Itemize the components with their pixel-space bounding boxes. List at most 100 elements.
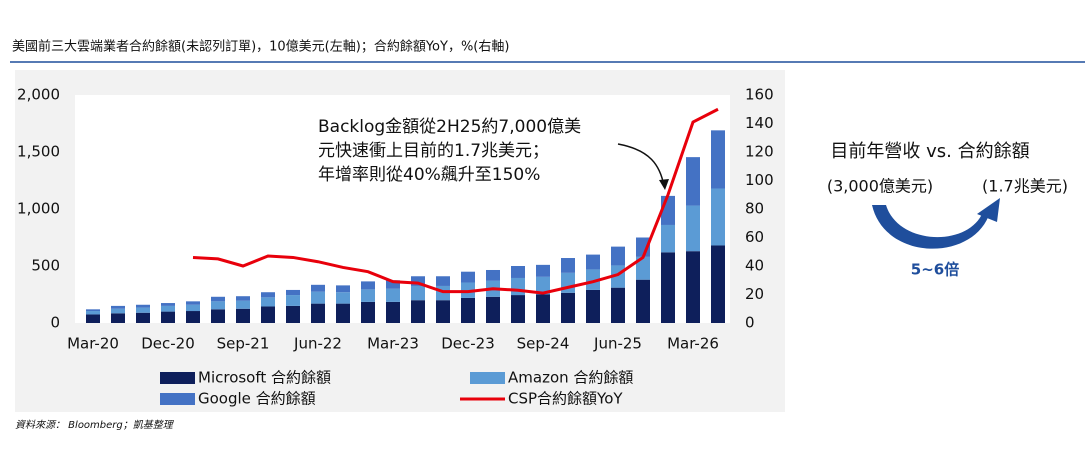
bar-segment bbox=[336, 292, 350, 304]
x-tick-label: Mar-23 bbox=[367, 335, 419, 353]
bar-segment bbox=[186, 304, 200, 312]
bar-segment bbox=[611, 246, 625, 266]
y2-tick-label: 40 bbox=[745, 257, 764, 275]
bar-segment bbox=[86, 314, 100, 323]
bar-segment bbox=[211, 309, 225, 323]
y2-tick-label: 160 bbox=[745, 86, 774, 104]
bar-segment bbox=[136, 307, 150, 313]
bar-segment bbox=[636, 279, 650, 323]
side-heading: 目前年營收 vs. 合約餘額 bbox=[830, 141, 1029, 162]
x-tick-label: Dec-20 bbox=[141, 335, 195, 353]
bar-segment bbox=[336, 285, 350, 293]
y-tick-label: 1,000 bbox=[17, 200, 60, 218]
bar-segment bbox=[286, 305, 300, 323]
x-tick-label: Sep-21 bbox=[217, 335, 270, 353]
bar-segment bbox=[561, 258, 575, 273]
bar-segment bbox=[236, 308, 250, 323]
bar-segment bbox=[636, 256, 650, 280]
y2-tick-label: 80 bbox=[745, 200, 764, 218]
bar-segment bbox=[336, 303, 350, 323]
legend-swatch bbox=[470, 372, 505, 384]
x-tick-label: Jun-25 bbox=[593, 335, 642, 353]
legend-label: Amazon 合約餘額 bbox=[508, 369, 633, 387]
bar-segment bbox=[186, 311, 200, 323]
bar-segment bbox=[436, 300, 450, 323]
x-tick-label: Mar-20 bbox=[67, 335, 119, 353]
bar-segment bbox=[561, 292, 575, 323]
side-backlog: (1.7兆美元) bbox=[982, 177, 1068, 196]
bar-segment bbox=[386, 301, 400, 323]
bar-segment bbox=[361, 289, 375, 302]
bar-segment bbox=[486, 296, 500, 323]
bar-segment bbox=[461, 271, 475, 283]
bar-segment bbox=[211, 296, 225, 302]
side-multiple: 5~6倍 bbox=[911, 261, 959, 279]
bar-segment bbox=[236, 296, 250, 301]
bar-segment bbox=[161, 303, 175, 306]
bar-segment bbox=[136, 312, 150, 323]
bar-segment bbox=[586, 254, 600, 270]
bar-segment bbox=[111, 313, 125, 323]
bar-segment bbox=[161, 311, 175, 323]
bar-segment bbox=[286, 289, 300, 296]
bar-segment bbox=[411, 285, 425, 301]
x-tick-label: Sep-24 bbox=[517, 335, 570, 353]
legend-label: CSP合約餘額YoY bbox=[508, 390, 623, 408]
bar-segment bbox=[586, 289, 600, 323]
annotation: Backlog金額從2H25約7,000億美 bbox=[318, 117, 581, 137]
y-tick-label: 1,500 bbox=[17, 143, 60, 161]
bar-segment bbox=[536, 276, 550, 295]
y2-tick-label: 0 bbox=[745, 314, 755, 332]
bar-segment bbox=[436, 276, 450, 286]
y2-tick-label: 100 bbox=[745, 171, 774, 189]
side-arrow bbox=[872, 205, 990, 249]
bar-segment bbox=[261, 297, 275, 307]
bar-segment bbox=[611, 287, 625, 323]
y2-tick-label: 20 bbox=[745, 285, 764, 303]
side-arrowhead bbox=[977, 198, 1000, 222]
legend-label: Google 合約餘額 bbox=[198, 390, 316, 408]
bar-segment bbox=[311, 284, 325, 292]
bar-segment bbox=[286, 295, 300, 306]
source: 資料來源： Bloomberg；凱基整理 bbox=[15, 419, 175, 431]
bar-segment bbox=[211, 301, 225, 310]
side-revenue: (3,000億美元) bbox=[827, 177, 933, 196]
bar-segment bbox=[361, 281, 375, 290]
bar-segment bbox=[461, 297, 475, 323]
bar-segment bbox=[261, 306, 275, 323]
bar-segment bbox=[111, 305, 125, 309]
bar-segment bbox=[386, 288, 400, 302]
bar-segment bbox=[136, 304, 150, 308]
bar-segment bbox=[411, 276, 425, 286]
legend-label: Microsoft 合約餘額 bbox=[198, 369, 331, 387]
yoy-line bbox=[192, 107, 719, 295]
bar-segment bbox=[536, 264, 550, 277]
bar-segment bbox=[236, 300, 250, 309]
bar-segment bbox=[161, 305, 175, 312]
bar-segment bbox=[536, 294, 550, 323]
y2-tick-label: 120 bbox=[745, 143, 774, 161]
bar-segment bbox=[511, 277, 525, 296]
bar-segment bbox=[411, 300, 425, 323]
bar-segment bbox=[361, 301, 375, 323]
bar-segment bbox=[311, 291, 325, 304]
legend-swatch bbox=[160, 372, 195, 384]
legend-swatch bbox=[160, 393, 195, 405]
bar-segment bbox=[86, 309, 100, 312]
bar-segment bbox=[86, 311, 100, 315]
bar-segment bbox=[661, 224, 675, 253]
annotation-arrowhead bbox=[659, 179, 669, 190]
bar-segment bbox=[511, 266, 525, 278]
bar-segment bbox=[711, 188, 725, 246]
bar-segment bbox=[511, 295, 525, 323]
bar-segment bbox=[186, 301, 200, 305]
bar-segment bbox=[311, 303, 325, 323]
bar-segment bbox=[261, 292, 275, 298]
bar-segment bbox=[386, 280, 400, 289]
chart-title: 美國前三大雲端業者合約餘額(未認列訂單)，10億美元(左軸)；合約餘額YoY，%… bbox=[12, 39, 509, 55]
y2-tick-label: 140 bbox=[745, 114, 774, 132]
bar-segment bbox=[711, 245, 725, 323]
x-tick-label: Jun-22 bbox=[293, 335, 342, 353]
bar-segment bbox=[686, 205, 700, 252]
